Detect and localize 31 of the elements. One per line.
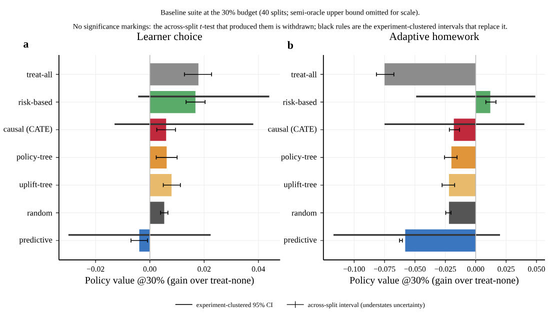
x-axis-title: Policy value @30% (gain over treat-none) (350, 276, 518, 286)
bar (451, 146, 476, 169)
y-tick-label: policy-tree (281, 154, 317, 162)
text: a (24, 42, 29, 48)
bar (448, 202, 476, 224)
y-tick-label: policy-tree (16, 154, 52, 162)
y-tick-label: risk-based (282, 99, 317, 106)
x-axis-title: Policy value @30% (gain over treat-none) (85, 276, 254, 286)
chart-title: Adaptive homework (389, 32, 480, 42)
y-tick-label: predictive (284, 236, 317, 244)
bar (150, 146, 167, 169)
y-tick-label: treat-all (291, 72, 317, 78)
chart-title: Learner choice (137, 32, 202, 40)
y-tick-label: uplift-tree (284, 181, 317, 189)
bar (150, 202, 164, 224)
y-tick-label: treat-all (26, 72, 52, 78)
y-tick-label: causal (CATE) (268, 126, 317, 134)
bar (448, 174, 476, 196)
bar (405, 229, 476, 252)
bar (150, 118, 166, 141)
y-tick-label: random (27, 210, 52, 216)
y-tick-label: random (292, 210, 317, 216)
y-tick-label: uplift-tree (19, 181, 52, 189)
y-tick-label: causal (CATE) (4, 126, 52, 134)
text: b (288, 41, 294, 49)
bar (454, 118, 476, 141)
bar (150, 174, 172, 196)
y-tick-label: risk-based (18, 99, 52, 106)
bar (150, 63, 198, 86)
bar (384, 63, 476, 86)
y-tick-label: predictive (19, 236, 52, 244)
